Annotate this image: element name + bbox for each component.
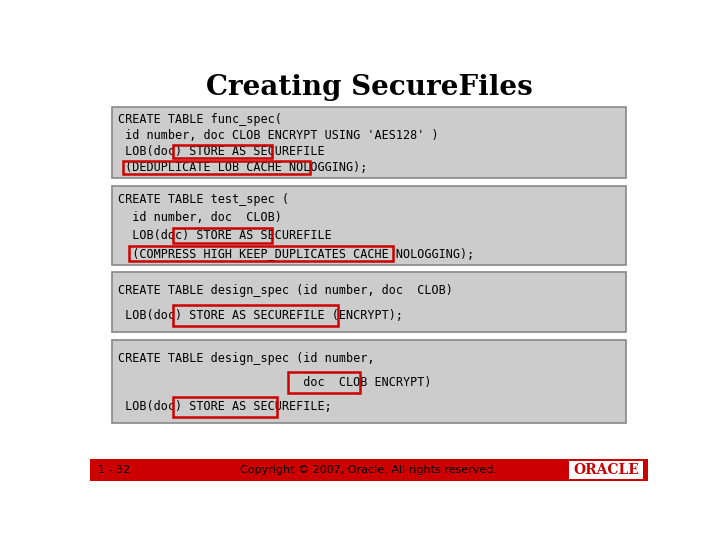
Text: CREATE TABLE design_spec (id number,: CREATE TABLE design_spec (id number, xyxy=(118,352,374,365)
Bar xyxy=(112,107,626,178)
Text: ORACLE: ORACLE xyxy=(573,463,639,477)
Bar xyxy=(173,228,272,242)
Text: CREATE TABLE func_spec(: CREATE TABLE func_spec( xyxy=(118,113,282,126)
Text: Copyright © 2007, Oracle. All rights reserved.: Copyright © 2007, Oracle. All rights res… xyxy=(240,465,498,475)
Text: id number, doc  CLOB): id number, doc CLOB) xyxy=(118,211,282,224)
Bar xyxy=(173,306,338,326)
Bar xyxy=(173,397,277,417)
Bar xyxy=(123,161,310,174)
Text: doc  CLOB ENCRYPT): doc CLOB ENCRYPT) xyxy=(118,376,431,389)
Text: (DEDUPLICATE LOB CACHE NOLOGGING);: (DEDUPLICATE LOB CACHE NOLOGGING); xyxy=(118,161,367,174)
Text: CREATE TABLE design_spec (id number, doc  CLOB): CREATE TABLE design_spec (id number, doc… xyxy=(118,284,453,297)
Text: id number, doc CLOB ENCRYPT USING 'AES128' ): id number, doc CLOB ENCRYPT USING 'AES12… xyxy=(118,129,438,142)
Bar xyxy=(112,272,626,332)
Bar xyxy=(289,373,360,393)
Text: LOB(doc) STORE AS SECUREFILE: LOB(doc) STORE AS SECUREFILE xyxy=(118,229,332,242)
Bar xyxy=(112,186,626,265)
Bar xyxy=(112,340,626,423)
Bar xyxy=(569,461,644,479)
Text: 1 - 32: 1 - 32 xyxy=(98,465,130,475)
Bar xyxy=(173,145,272,158)
Text: CREATE TABLE test_spec (: CREATE TABLE test_spec ( xyxy=(118,193,289,206)
Text: LOB(doc) STORE AS SECUREFILE;: LOB(doc) STORE AS SECUREFILE; xyxy=(118,401,332,414)
Text: LOB(doc) STORE AS SECUREFILE (ENCRYPT);: LOB(doc) STORE AS SECUREFILE (ENCRYPT); xyxy=(118,309,403,322)
Text: (COMPRESS HIGH KEEP_DUPLICATES CACHE NOLOGGING);: (COMPRESS HIGH KEEP_DUPLICATES CACHE NOL… xyxy=(118,247,474,260)
Text: LOB(doc) STORE AS SECUREFILE: LOB(doc) STORE AS SECUREFILE xyxy=(118,145,325,158)
Text: Creating SecureFiles: Creating SecureFiles xyxy=(206,75,532,102)
Bar xyxy=(129,246,393,261)
Bar xyxy=(90,459,648,481)
